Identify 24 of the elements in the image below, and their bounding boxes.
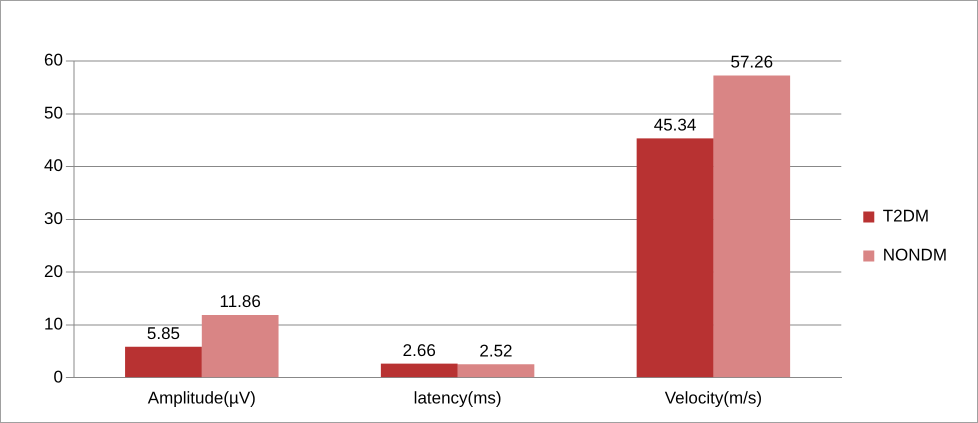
data-label: 2.66 [402,340,436,360]
bar [636,138,714,378]
y-tick-label: 40 [44,156,63,176]
bar [713,75,790,378]
y-tick-label: 10 [44,314,63,334]
data-label: 57.26 [730,52,774,72]
data-label: 5.85 [146,324,180,343]
x-tick-label: Velocity(m/s) [664,388,762,408]
legend-label: NONDM [882,246,948,265]
y-tick-label: 50 [44,103,63,122]
x-tick-label: Amplitude(µV) [148,388,256,408]
y-tick-label: 60 [44,50,63,70]
y-tick-label: 30 [44,208,63,228]
legend-label: T2DM [882,206,930,226]
bar [125,346,202,378]
y-tick-label: 20 [44,262,63,281]
bar [380,364,458,378]
y-tick-label: 0 [53,367,63,386]
x-tick-label: latency(ms) [414,388,502,408]
bar [458,364,534,378]
data-label: 45.34 [654,116,696,135]
bar [202,315,279,378]
data-label: 2.52 [479,341,513,360]
data-label: 11.86 [220,292,261,312]
